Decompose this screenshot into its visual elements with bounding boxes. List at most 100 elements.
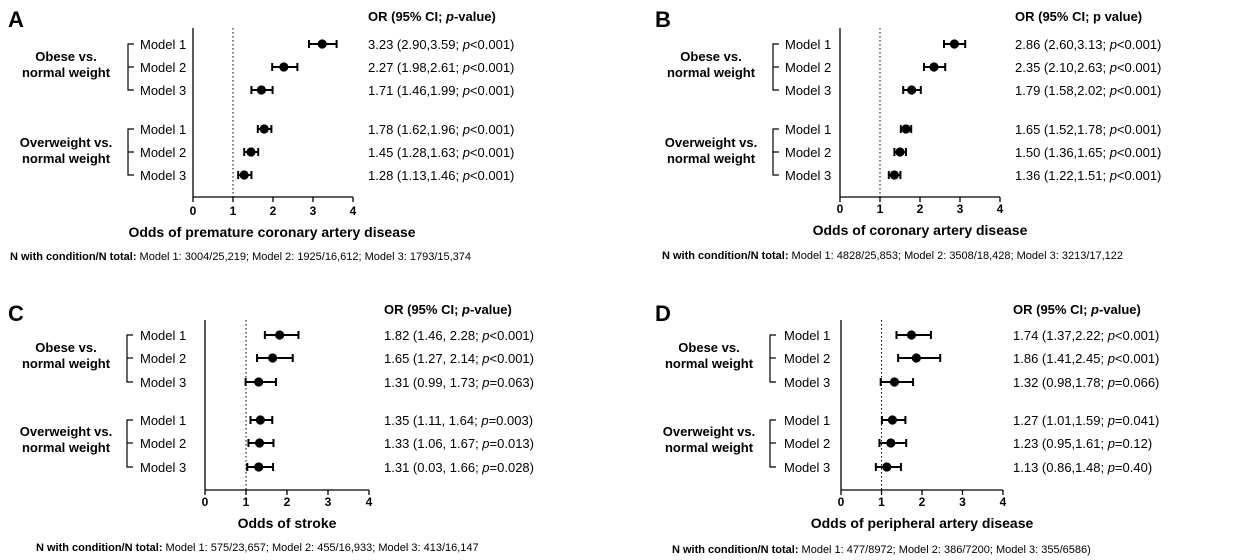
model-label: Model 3 [785, 168, 831, 183]
ci-text: 1.74 (1.37,2.22; [1013, 328, 1108, 343]
model-label: Model 3 [140, 375, 186, 390]
p-value-text: <0.001) [1117, 145, 1161, 160]
or-ci-text: 1.82 (1.46, 2.28; p<0.001) [384, 328, 534, 343]
ci-text: 1.45 (1.28,1.63; [368, 145, 463, 160]
header-prefix: OR (95% CI; [368, 9, 446, 24]
p-symbol: p [1107, 460, 1115, 475]
ci-text: 1.50 (1.36,1.65; [1015, 145, 1110, 160]
p-value-text: =0.066) [1115, 375, 1159, 390]
or-ci-text: 1.31 (0.99, 1.73; p=0.063) [384, 375, 534, 390]
x-tick-label: 4 [997, 202, 1004, 216]
panel-letter: B [655, 7, 671, 32]
ci-text: 1.86 (1.41,2.45; [1013, 351, 1108, 366]
p-value-text: =0.40) [1115, 460, 1152, 475]
p-symbol: p [462, 122, 470, 137]
model-label: Model 2 [785, 145, 831, 160]
x-tick-label: 1 [230, 204, 237, 218]
or-ci-text: 2.27 (1.98,2.61; p<0.001) [368, 60, 514, 75]
p-value-text: <0.001) [1117, 60, 1161, 75]
group-label-line: Overweight vs. [20, 135, 112, 150]
x-tick-label: 1 [243, 495, 250, 509]
p-symbol: p [481, 375, 489, 390]
or-ci-text: 1.35 (1.11, 1.64; p=0.003) [384, 413, 533, 428]
or-point [254, 438, 265, 448]
group-label-line: Obese vs. [678, 340, 739, 355]
or-point [907, 85, 917, 95]
or-ci-text: 1.78 (1.62,1.96; p<0.001) [368, 122, 514, 137]
model-label: Model 2 [140, 60, 186, 75]
p-value-text: =0.028) [490, 460, 534, 475]
footer-label: N with condition/N total: [662, 250, 788, 262]
p-symbol: p [462, 60, 470, 75]
ci-text: 1.31 (0.03, 1.66; [384, 460, 482, 475]
or-ci-text: 1.65 (1.27, 2.14; p<0.001) [384, 351, 534, 366]
or-ci-text: 1.13 (0.86,1.48; p=0.40) [1013, 460, 1152, 475]
or-point [239, 170, 249, 180]
or-point [279, 62, 289, 72]
ci-text: 1.33 (1.06, 1.67; [384, 436, 482, 451]
model-label: Model 3 [140, 460, 186, 475]
header-p: p [1090, 302, 1099, 317]
p-symbol: p [1107, 413, 1115, 428]
or-ci-text: 2.35 (2.10,2.63; p<0.001) [1015, 60, 1161, 75]
p-symbol: p [1109, 122, 1117, 137]
x-tick-label: 3 [959, 495, 966, 509]
header-suffix: p value) [1093, 9, 1142, 24]
ci-text: 1.71 (1.46,1.99; [368, 83, 463, 98]
p-value-text: <0.001) [1115, 328, 1159, 343]
p-symbol: p [1109, 60, 1117, 75]
x-tick-label: 4 [350, 204, 357, 218]
p-value-text: <0.001) [1117, 168, 1161, 183]
p-value-text: <0.001) [470, 122, 514, 137]
or-ci-text: 1.33 (1.06, 1.67; p=0.013) [384, 436, 534, 451]
or-ci-text: 1.32 (0.98,1.78; p=0.066) [1013, 375, 1159, 390]
or-point [254, 462, 264, 472]
or-ci-text: 1.79 (1.58,2.02; p<0.001) [1015, 83, 1161, 98]
model-label: Model 1 [784, 328, 830, 343]
panel-letter: C [8, 301, 24, 326]
or-point [259, 124, 269, 134]
ci-text: 1.23 (0.95,1.61; [1013, 436, 1108, 451]
p-symbol: p [1109, 83, 1117, 98]
group-label-line: Obese vs. [35, 49, 96, 64]
footer-label: N with condition/N total: [672, 544, 798, 556]
header-prefix: OR (95% CI; [384, 302, 462, 317]
or-point [889, 377, 900, 387]
n-condition-footer: N with condition/N total: Model 1: 3004/… [10, 251, 471, 263]
ci-text: 1.65 (1.27, 2.14; [384, 351, 482, 366]
model-label: Model 1 [140, 122, 186, 137]
footer-label: N with condition/N total: [10, 251, 136, 263]
x-tick-label: 1 [878, 495, 885, 509]
header-p: p [461, 302, 470, 317]
ci-text: 1.82 (1.46, 2.28; [384, 328, 482, 343]
ci-text: 1.65 (1.52,1.78; [1015, 122, 1110, 137]
ci-text: 2.86 (2.60,3.13; [1015, 37, 1110, 52]
or-point [895, 147, 905, 157]
model-label: Model 1 [140, 328, 186, 343]
or-ci-text: 1.71 (1.46,1.99; p<0.001) [368, 83, 514, 98]
footer-values: Model 1: 3004/25,219; Model 2: 1925/16,6… [136, 251, 471, 263]
model-label: Model 3 [784, 460, 830, 475]
or-point [256, 85, 266, 95]
model-label: Model 2 [784, 436, 830, 451]
model-label: Model 1 [784, 413, 830, 428]
group-label: Overweight vs. normal weight [20, 135, 112, 166]
or-point [246, 147, 256, 157]
group-label: Obese vs. normal weight [667, 49, 756, 80]
or-point [901, 124, 911, 134]
header-suffix: -value) [454, 9, 496, 24]
model-label: Model 2 [140, 436, 186, 451]
or-point [949, 39, 960, 49]
x-tick-label: 2 [919, 495, 926, 509]
group-label-line: Overweight vs. [665, 135, 757, 150]
header-p: p [445, 9, 454, 24]
p-symbol: p [481, 328, 489, 343]
model-label: Model 1 [140, 413, 186, 428]
n-condition-footer: N with condition/N total: Model 1: 575/2… [36, 542, 479, 554]
panel-letter: D [655, 301, 671, 326]
n-condition-footer: N with condition/N total: Model 1: 477/8… [672, 544, 1091, 556]
header-prefix: OR (95% CI; [1013, 302, 1091, 317]
model-label: Model 3 [140, 168, 186, 183]
